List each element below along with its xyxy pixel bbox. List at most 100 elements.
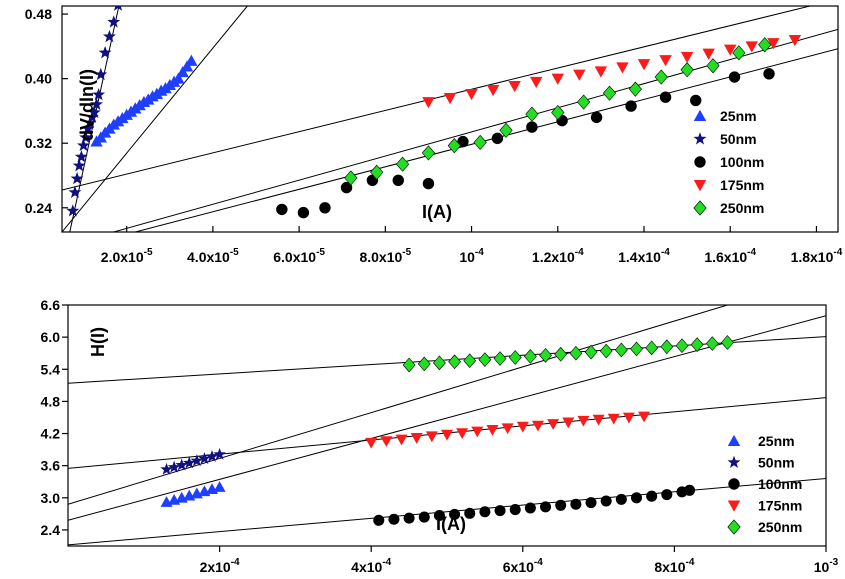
y-tick-label: 0.32	[25, 135, 52, 151]
y-tick-label: 6.6	[41, 297, 61, 313]
data-point-100nm	[491, 132, 504, 145]
data-point-250nm	[523, 349, 537, 364]
data-point-100nm	[373, 514, 385, 526]
data-point-25nm	[176, 65, 189, 78]
data-point-100nm	[615, 493, 627, 505]
data-point-250nm	[499, 122, 513, 138]
data-point-50nm	[68, 185, 82, 198]
data-point-100nm	[457, 135, 469, 148]
series-25nm	[90, 54, 198, 147]
x-tick-label: 1.6x10-4	[704, 247, 756, 265]
data-point-175nm	[551, 73, 564, 85]
data-point-50nm	[79, 130, 93, 144]
y-tick-label: 0.48	[25, 6, 52, 22]
bottom-chart: 2.4 3.0 3.6 4.2 4.8 5.4 6.0 6.6 2x10-4 4x10-4 6x10…	[41, 297, 839, 575]
series-175nm	[422, 34, 802, 109]
data-point-250nm	[680, 62, 694, 78]
data-point-175nm	[680, 51, 694, 64]
data-point-175nm	[788, 34, 802, 47]
data-point-250nm	[690, 337, 704, 352]
x-tick-label: 6.0x10-5	[273, 247, 325, 265]
data-point-175nm	[638, 411, 651, 423]
data-point-250nm	[402, 357, 416, 373]
data-point-100nm	[509, 504, 521, 516]
data-point-250nm	[614, 342, 628, 358]
data-point-100nm	[630, 492, 643, 504]
data-point-50nm	[183, 456, 196, 469]
data-point-250nm	[395, 156, 410, 172]
x-axis-label: I(A)	[422, 202, 452, 222]
data-point-175nm	[501, 423, 514, 435]
data-point-250nm	[577, 94, 591, 110]
fit-line-100nm	[135, 48, 838, 232]
data-point-175nm	[562, 417, 575, 429]
data-point-250nm	[705, 336, 719, 351]
data-point-100nm	[661, 489, 673, 501]
series-50nm	[160, 447, 226, 475]
data-point-100nm	[479, 506, 491, 518]
y-axis-label: H(I)	[88, 327, 108, 357]
data-point-25nm	[185, 54, 198, 66]
data-point-250nm	[645, 340, 659, 356]
x-tick-label: 8.0x10-5	[359, 247, 411, 265]
data-point-175nm	[508, 80, 521, 93]
data-point-175nm	[441, 429, 453, 441]
legend-label-50nm: 50nm	[758, 455, 795, 471]
data-point-25nm	[213, 481, 226, 492]
data-point-100nm	[684, 484, 696, 496]
legend-label-175nm: 175nm	[758, 498, 802, 514]
legend-label-250nm: 250nm	[720, 200, 764, 216]
x-tick-label: 1.8x10-4	[791, 247, 843, 265]
data-point-100nm	[403, 512, 415, 524]
data-point-175nm	[380, 436, 393, 448]
x-tick-label: 2.0x10-5	[101, 247, 153, 265]
data-point-100nm	[570, 498, 582, 510]
data-point-100nm	[728, 71, 741, 83]
data-point-100nm	[625, 100, 637, 112]
data-point-175nm	[607, 413, 620, 425]
series-175nm	[365, 411, 651, 449]
data-point-50nm	[92, 87, 106, 101]
data-point-100nm	[659, 91, 672, 103]
data-point-25nm	[172, 72, 185, 84]
data-point-250nm	[654, 69, 668, 85]
x-axis-label: I(A)	[436, 514, 466, 534]
data-point-100nm	[540, 501, 552, 513]
data-point-250nm	[660, 339, 674, 355]
data-point-175nm	[530, 76, 543, 89]
legend-marker-175nm	[727, 500, 741, 512]
data-point-100nm	[690, 94, 702, 107]
data-point-175nm	[531, 420, 544, 432]
data-point-100nm	[388, 513, 400, 525]
data-point-100nm	[418, 511, 430, 523]
data-point-50nm	[74, 150, 88, 163]
data-point-250nm	[628, 81, 642, 97]
data-point-50nm	[83, 116, 97, 129]
legend-marker-175nm	[693, 180, 707, 192]
data-point-175nm	[547, 419, 560, 430]
data-point-250nm	[493, 351, 507, 366]
data-point-250nm	[433, 355, 446, 371]
x-tick-label: 1.2x10-4	[532, 247, 584, 265]
data-point-175nm	[577, 415, 590, 427]
data-point-50nm	[213, 447, 226, 460]
data-point-50nm	[81, 121, 95, 135]
data-point-50nm	[94, 67, 108, 81]
data-point-175nm	[724, 44, 737, 56]
data-point-250nm	[675, 338, 689, 354]
data-point-100nm	[276, 203, 288, 216]
x-tick-label: 2x10-4	[200, 557, 240, 575]
series-250nm	[344, 37, 772, 186]
data-point-250nm	[602, 85, 617, 101]
data-point-175nm	[395, 434, 408, 446]
legend-marker-25nm	[693, 109, 707, 121]
data-point-25nm	[180, 60, 194, 72]
fit-line-100nm	[68, 478, 826, 546]
data-point-175nm	[592, 414, 605, 426]
legend-label-50nm: 50nm	[720, 131, 757, 147]
y-tick-label: 4.2	[41, 426, 61, 442]
y-tick-label: 0.24	[25, 200, 52, 216]
series-50nm	[66, 6, 123, 217]
x-tick-label: 4.0x10-5	[187, 247, 239, 265]
data-point-100nm	[392, 174, 404, 187]
